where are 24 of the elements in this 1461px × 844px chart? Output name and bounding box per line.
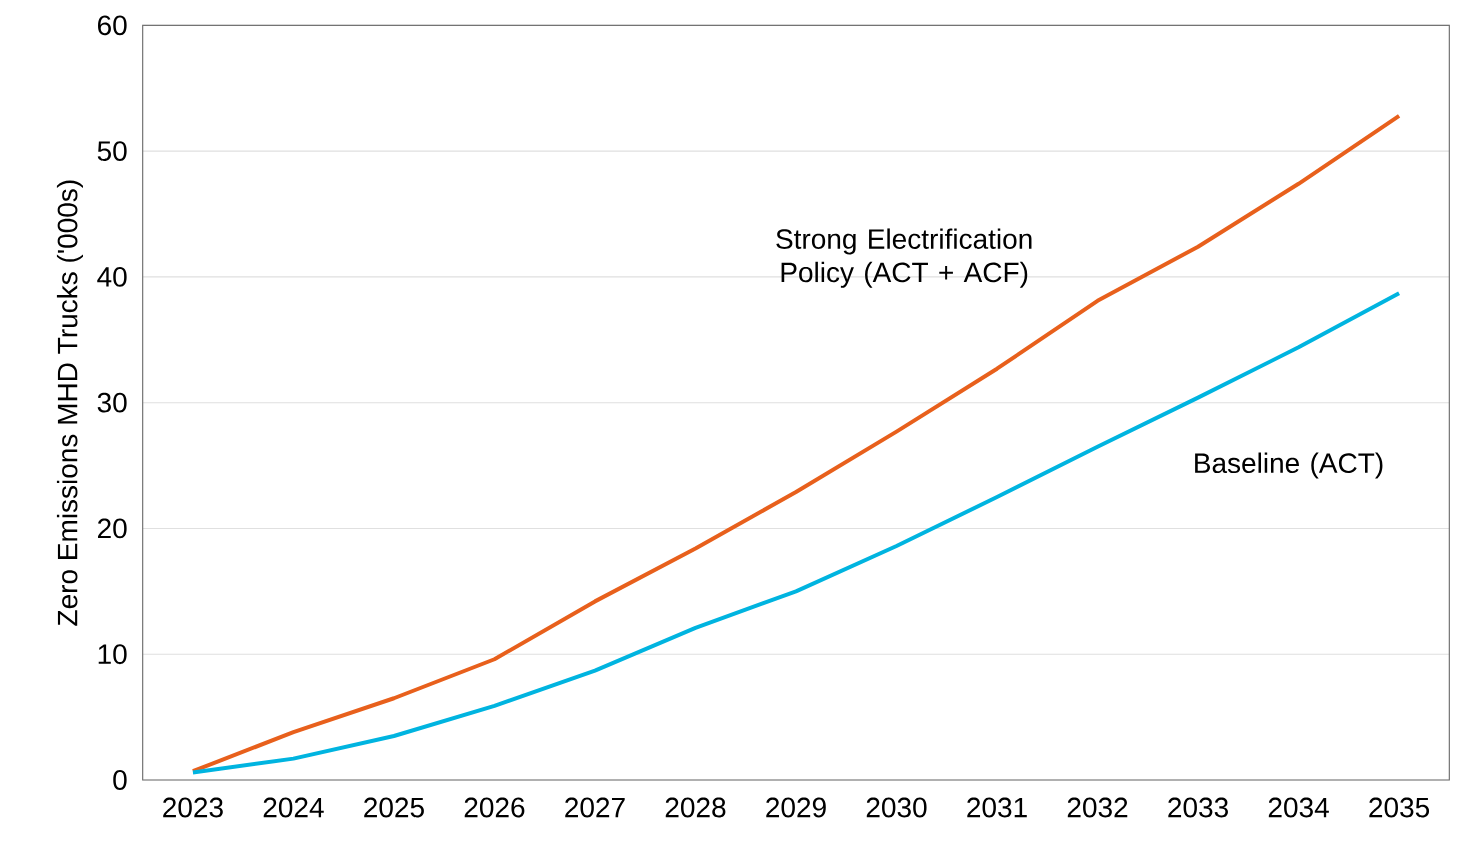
y-tick-label: 20: [97, 518, 127, 539]
line-series: [190, 291, 1402, 775]
x-tick-label: 2025: [364, 797, 424, 818]
y-tick-label: 60: [98, 15, 127, 36]
x-tick-label: 2027: [565, 797, 625, 818]
x-tick-label: 2028: [665, 797, 726, 818]
y-axis-title: Zero Emissions MHD Trucks ('000s): [56, 180, 83, 626]
y-tick-label: 0: [113, 770, 127, 790]
x-tick-label: 2024: [263, 797, 324, 818]
y-tick-label: 30: [97, 392, 127, 413]
y-tick-label: 40: [97, 266, 127, 287]
y-tick-label: 50: [97, 141, 127, 162]
x-tick-label: 2029: [766, 797, 826, 818]
x-tick-label: 2026: [464, 797, 525, 818]
series-label: Baseline (ACT): [1195, 452, 1383, 479]
x-tick-label: 2030: [866, 797, 927, 818]
x-tick-label: 2032: [1067, 797, 1128, 818]
y-tick-label: 10: [98, 644, 127, 665]
x-tick-label: 2033: [1168, 797, 1228, 818]
x-tick-label: 2023: [163, 797, 223, 818]
x-tick-label: 2034: [1268, 797, 1329, 818]
x-tick-label: 2031: [967, 797, 1027, 818]
series-label: Strong Electrification Policy (ACT + ACF): [776, 228, 1032, 288]
x-tick-label: 2035: [1369, 797, 1430, 818]
